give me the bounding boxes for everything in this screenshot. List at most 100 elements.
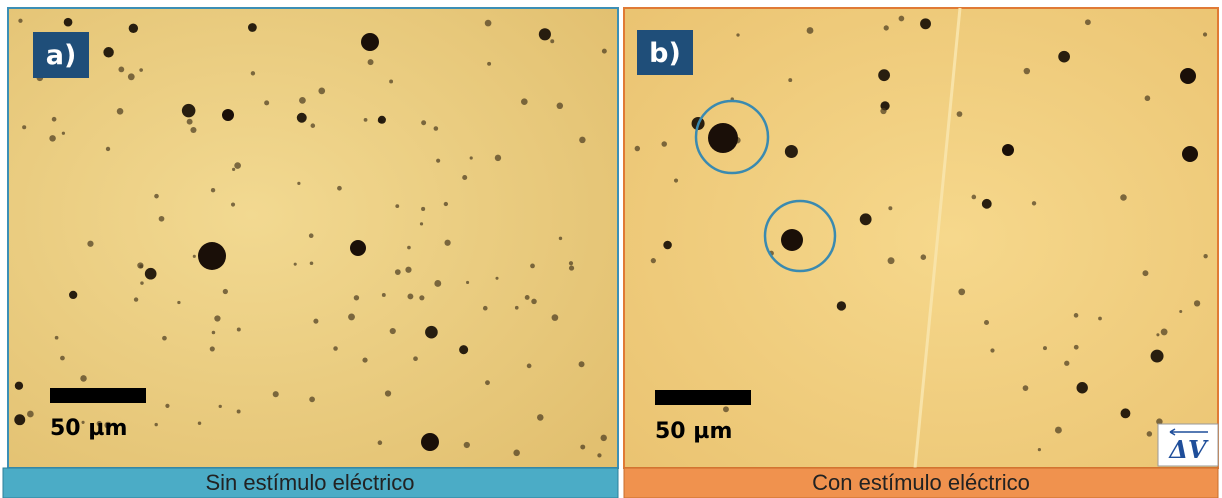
particle — [860, 213, 872, 225]
particle — [788, 78, 792, 82]
particle — [137, 262, 143, 268]
particle — [495, 277, 498, 280]
particle — [984, 320, 989, 325]
cell — [421, 433, 439, 451]
cell — [708, 123, 738, 153]
particle — [485, 20, 492, 27]
particle — [1098, 317, 1102, 321]
cell — [350, 240, 366, 256]
particle — [464, 442, 470, 448]
particle — [309, 396, 315, 402]
panel-b: b) 50 µm ΔV Con estímulo eléctrico — [624, 8, 1218, 498]
particle — [579, 137, 585, 143]
particle — [1147, 431, 1152, 436]
scale-label: 50 µm — [655, 419, 732, 444]
particle — [521, 98, 528, 105]
particle — [569, 261, 573, 265]
particle — [362, 357, 367, 362]
particle — [18, 19, 22, 23]
particle — [1121, 408, 1131, 418]
particle — [1145, 95, 1151, 101]
particle — [117, 108, 124, 115]
particle — [297, 182, 300, 185]
particle — [407, 246, 411, 250]
panel-label: b) — [649, 38, 681, 69]
particle — [80, 375, 87, 382]
particle — [237, 327, 241, 331]
particle — [888, 257, 895, 264]
particle — [597, 453, 601, 457]
particle — [1179, 310, 1182, 313]
particle — [552, 314, 559, 321]
particle — [1085, 19, 1091, 25]
particle — [318, 87, 325, 94]
particle — [419, 295, 424, 300]
particle — [15, 382, 23, 390]
particle — [1203, 254, 1207, 258]
particle — [530, 264, 535, 269]
particle — [1203, 32, 1207, 36]
particle — [128, 73, 135, 80]
particle — [1156, 333, 1159, 336]
particle — [210, 346, 215, 351]
particle — [1074, 345, 1079, 350]
particle — [420, 222, 423, 225]
particle — [310, 261, 314, 265]
scale-bar — [655, 390, 751, 405]
particle — [155, 423, 158, 426]
particle — [1023, 385, 1029, 391]
particle — [550, 39, 554, 43]
particle — [395, 269, 401, 275]
particle — [982, 199, 992, 209]
particle — [557, 103, 563, 109]
particle — [1074, 313, 1079, 318]
particle — [299, 97, 306, 104]
particle — [378, 440, 383, 445]
particle — [297, 113, 307, 123]
particle — [444, 240, 450, 246]
particle — [64, 18, 73, 27]
particle — [294, 263, 297, 266]
particle — [390, 328, 396, 334]
particle — [248, 23, 257, 32]
particle — [378, 116, 386, 124]
particle — [1161, 328, 1168, 335]
particle — [1038, 448, 1041, 451]
particle — [237, 410, 241, 414]
particle — [421, 207, 425, 211]
particle — [212, 331, 216, 335]
particle — [214, 315, 220, 321]
particle — [313, 319, 318, 324]
particle — [162, 336, 167, 341]
particle — [1120, 194, 1127, 201]
particle — [198, 421, 201, 424]
particle — [231, 202, 235, 206]
caption: Con estímulo eléctrico — [812, 470, 1030, 495]
panel-label: a) — [46, 40, 77, 71]
particle — [921, 254, 927, 260]
particle — [434, 126, 439, 131]
particle — [348, 313, 355, 320]
particle — [723, 406, 729, 412]
particle — [920, 18, 931, 29]
particle — [106, 147, 110, 151]
particle — [785, 145, 798, 158]
particle — [55, 336, 59, 340]
particle — [470, 156, 473, 159]
particle — [1064, 361, 1069, 366]
particle — [264, 100, 269, 105]
particle — [527, 364, 532, 369]
particle — [444, 202, 448, 206]
field-label: ΔV — [1168, 435, 1209, 464]
panel-a: a) 50 µm Sin estímulo eléctrico — [3, 8, 618, 498]
particle — [139, 68, 143, 72]
particle — [878, 69, 890, 81]
particle — [483, 306, 488, 311]
cell — [1002, 144, 1014, 156]
cell — [1182, 146, 1198, 162]
particle — [337, 186, 342, 191]
particle — [103, 47, 113, 57]
particle — [663, 241, 672, 250]
particle — [495, 155, 501, 161]
particle — [569, 265, 574, 270]
